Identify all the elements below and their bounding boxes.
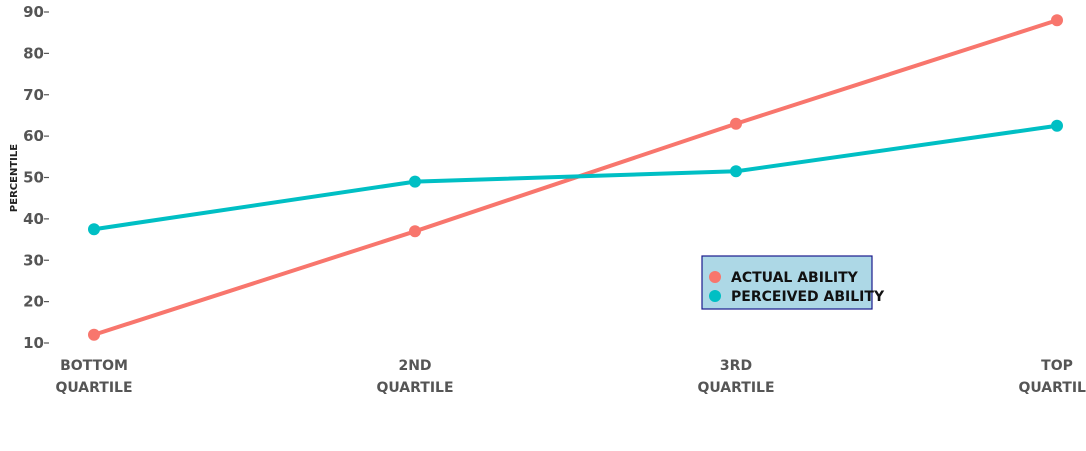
legend-marker: [709, 290, 721, 302]
y-tick-label: 20: [23, 293, 44, 311]
y-tick-label: 90: [23, 3, 44, 21]
legend-label: ACTUAL ABILITY: [731, 270, 859, 286]
y-tick-label: 70: [23, 86, 44, 104]
series-layer: [88, 14, 1063, 341]
series-line-perceived-ability: [92, 123, 1059, 232]
x-tick-label: 3RD QUARTILE: [697, 358, 774, 396]
y-tick-label: 40: [23, 210, 44, 228]
data-point-actual-ability: [88, 328, 100, 341]
data-point-perceived-ability: [730, 165, 742, 178]
data-point-perceived-ability: [1051, 119, 1063, 132]
x-tick-label: BOTTOM QUARTILE: [55, 358, 132, 396]
legend-label: PERCEIVED ABILITY: [731, 289, 885, 305]
y-axis-title: PERCENTILE: [9, 144, 20, 212]
y-tick-label: 30: [23, 251, 44, 269]
data-point-perceived-ability: [88, 223, 100, 236]
data-point-actual-ability: [409, 225, 421, 238]
legend-marker: [709, 271, 721, 283]
y-tick-label: 50: [23, 169, 44, 187]
data-point-actual-ability: [1051, 14, 1063, 27]
y-tick-label: 10: [23, 334, 44, 352]
y-axis: 10 20 30 40 50 60 70 80 90: [23, 3, 49, 352]
x-axis: BOTTOM QUARTILE 2ND QUARTILE 3RD QUARTILE TOP Q…: [55, 358, 1086, 396]
y-tick-label: 80: [23, 44, 44, 62]
data-point-actual-ability: [730, 117, 742, 130]
x-tick-label: TOPQUARTILE: [1018, 358, 1086, 396]
legend: ACTUAL ABILITY PERCEIVED ABILITY: [701, 255, 885, 310]
data-point-perceived-ability: [409, 175, 421, 188]
x-tick-label: 2ND QUARTILE: [376, 358, 453, 396]
legend-box: [701, 255, 873, 310]
y-tick-label: 60: [23, 127, 44, 145]
